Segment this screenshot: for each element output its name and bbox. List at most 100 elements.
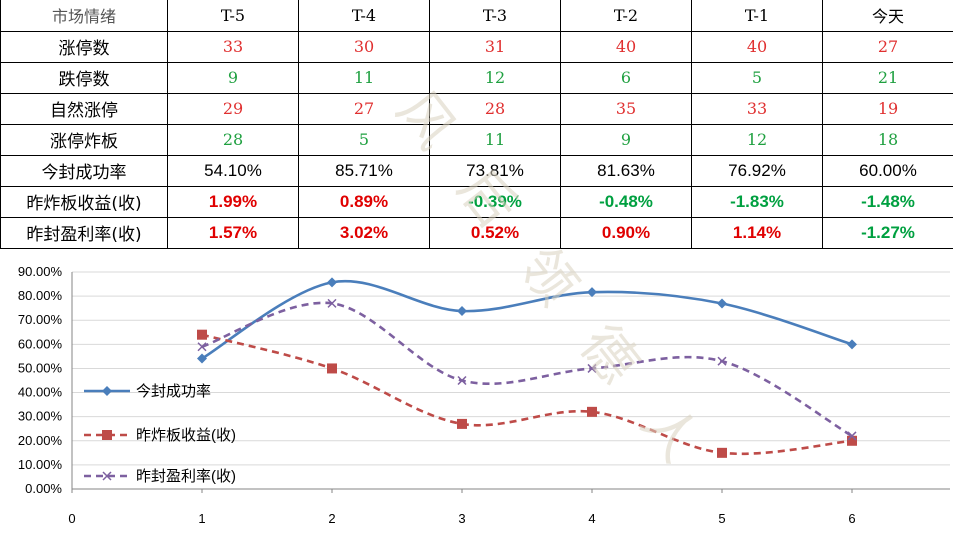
data-point-diamond bbox=[457, 306, 467, 317]
table-cell: 81.63% bbox=[560, 154, 692, 187]
legend-label: 今封成功率 bbox=[136, 383, 211, 400]
table-header-row: 市场情绪 T-5 T-4 T-3 T-2 T-1 今天 bbox=[0, 0, 953, 32]
table-cell: 12 bbox=[691, 123, 823, 156]
table-cell: 21 bbox=[822, 61, 953, 94]
row-label: 跌停数 bbox=[0, 61, 168, 94]
table-cell: 85.71% bbox=[298, 154, 430, 187]
x-tick-label: 3 bbox=[458, 511, 465, 526]
data-point-square bbox=[197, 329, 207, 340]
table-row: 自然涨停 29 27 28 35 33 19 bbox=[0, 92, 953, 125]
table-cell: -0.48% bbox=[560, 185, 692, 218]
data-point-square bbox=[587, 406, 597, 417]
y-tick-label: 60.00% bbox=[18, 336, 63, 351]
line-chart: 0.00% 10.00% 20.00% 30.00% 40.00% 50.00% 60.00… bbox=[18, 264, 950, 526]
table-cell: 11 bbox=[429, 123, 561, 156]
y-tick-label: 50.00% bbox=[18, 360, 63, 375]
data-point-x bbox=[847, 431, 857, 441]
table-cell: 33 bbox=[167, 30, 299, 63]
table-row: 今封成功率 54.10% 85.71% 73.81% 81.63% 76.92%… bbox=[0, 154, 953, 187]
y-tick-label: 30.00% bbox=[18, 409, 63, 424]
table-cell: 54.10% bbox=[167, 154, 299, 187]
table-cell: 1.57% bbox=[167, 216, 299, 249]
data-point-diamond bbox=[327, 277, 337, 288]
table-cell: 40 bbox=[560, 30, 692, 63]
data-point-square bbox=[717, 447, 727, 458]
data-point-diamond bbox=[847, 339, 857, 350]
table-cell: 30 bbox=[298, 30, 430, 63]
table-cell: 73.81% bbox=[429, 154, 561, 187]
header-cell: T-2 bbox=[560, 0, 692, 32]
table-cell: 35 bbox=[560, 92, 692, 125]
table-cell: 19 bbox=[822, 92, 953, 125]
table-cell: -0.39% bbox=[429, 185, 561, 218]
table-cell: -1.83% bbox=[691, 185, 823, 218]
table-cell: 31 bbox=[429, 30, 561, 63]
header-cell: T-1 bbox=[691, 0, 823, 32]
data-point-x bbox=[102, 471, 112, 481]
table-cell: 28 bbox=[167, 123, 299, 156]
x-tick-label: 4 bbox=[588, 511, 595, 526]
table-cell: 76.92% bbox=[691, 154, 823, 187]
table-row: 涨停数 33 30 31 40 40 27 bbox=[0, 30, 953, 63]
data-point-diamond bbox=[717, 298, 727, 309]
table-cell: 5 bbox=[298, 123, 430, 156]
table-cell: -1.27% bbox=[822, 216, 953, 249]
table-cell: 28 bbox=[429, 92, 561, 125]
data-point-x bbox=[457, 375, 467, 386]
table-cell: 11 bbox=[298, 61, 430, 94]
table-cell: 18 bbox=[822, 123, 953, 156]
y-tick-label: 90.00% bbox=[18, 264, 63, 279]
data-point-x bbox=[717, 356, 727, 366]
table-cell: 5 bbox=[691, 61, 823, 94]
table-cell: 12 bbox=[429, 61, 561, 94]
table-cell: 0.89% bbox=[298, 185, 430, 218]
series-line bbox=[201, 301, 853, 438]
table-cell: 9 bbox=[560, 123, 692, 156]
y-tick-label: 0.00% bbox=[25, 481, 62, 496]
y-tick-label: 10.00% bbox=[18, 457, 63, 472]
data-point-x bbox=[587, 363, 597, 373]
data-point-square bbox=[102, 430, 112, 440]
x-tick-label: 6 bbox=[848, 511, 855, 526]
legend-label: 昨封盈利率(收) bbox=[136, 468, 236, 485]
table-row: 涨停炸板 28 5 11 9 12 18 bbox=[0, 123, 953, 156]
table-row: 昨封盈利率(收) 1.57% 3.02% 0.52% 0.90% 1.14% -… bbox=[0, 216, 953, 249]
data-point-diamond bbox=[102, 386, 112, 396]
table-row: 昨炸板收益(收) 1.99% 0.89% -0.39% -0.48% -1.83… bbox=[0, 185, 953, 218]
table-cell: 3.02% bbox=[298, 216, 430, 249]
table-cell: 1.99% bbox=[167, 185, 299, 218]
table-cell: 60.00% bbox=[822, 154, 953, 187]
header-cell: T-4 bbox=[298, 0, 430, 32]
row-label: 昨封盈利率(收) bbox=[0, 216, 168, 249]
table-cell: 9 bbox=[167, 61, 299, 94]
data-point-diamond bbox=[587, 287, 597, 298]
data-point-square bbox=[847, 435, 857, 446]
market-mood-table: 市场情绪 T-5 T-4 T-3 T-2 T-1 今天 涨停数 33 30 31… bbox=[0, 0, 953, 249]
x-tick-label: 1 bbox=[198, 511, 205, 526]
x-tick-label: 2 bbox=[328, 511, 335, 526]
data-point-x bbox=[197, 342, 207, 352]
header-cell: T-5 bbox=[167, 0, 299, 32]
series-line bbox=[201, 333, 853, 456]
table-cell: 33 bbox=[691, 92, 823, 125]
data-point-square bbox=[327, 363, 337, 374]
table-cell: 0.52% bbox=[429, 216, 561, 249]
data-point-x bbox=[327, 298, 337, 308]
row-label: 昨炸板收益(收) bbox=[0, 185, 168, 218]
x-tick-label: 5 bbox=[718, 511, 725, 526]
y-tick-label: 40.00% bbox=[18, 385, 63, 400]
legend-label: 昨炸板收益(收) bbox=[136, 426, 236, 444]
table-row: 跌停数 9 11 12 6 5 21 bbox=[0, 61, 953, 94]
table-cell: 29 bbox=[167, 92, 299, 125]
series-line bbox=[201, 279, 853, 360]
y-tick-label: 70.00% bbox=[18, 312, 63, 327]
table-cell: 40 bbox=[691, 30, 823, 63]
table-cell: 27 bbox=[822, 30, 953, 63]
y-tick-label: 80.00% bbox=[18, 288, 63, 303]
y-tick-label: 20.00% bbox=[18, 433, 63, 448]
header-cell: 今天 bbox=[822, 0, 953, 32]
header-cell: T-3 bbox=[429, 0, 561, 32]
data-point-square bbox=[457, 418, 467, 429]
table-cell: -1.48% bbox=[822, 185, 953, 218]
row-label: 今封成功率 bbox=[0, 154, 168, 187]
